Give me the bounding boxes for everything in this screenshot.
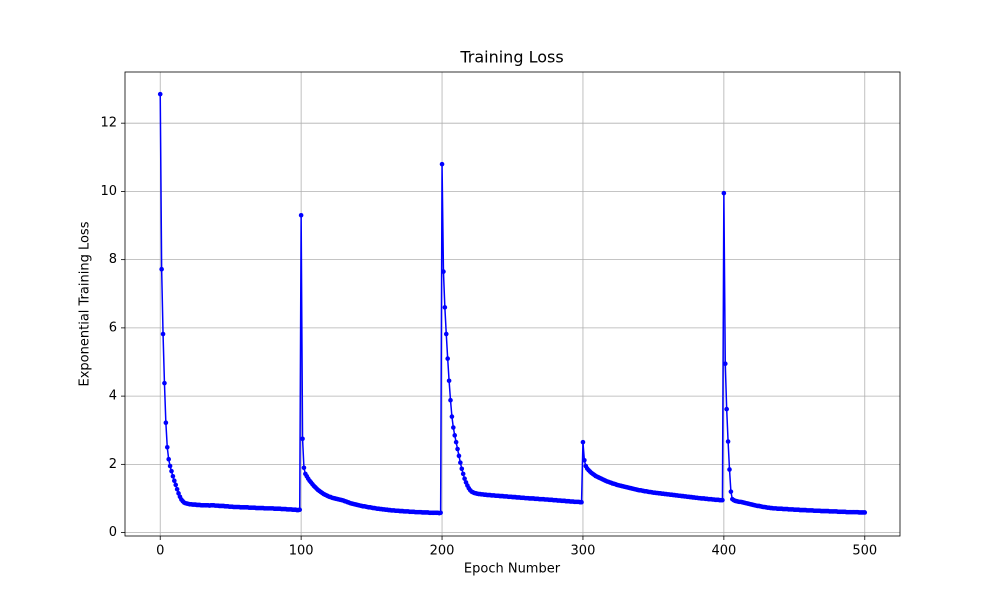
point	[160, 331, 166, 337]
point	[725, 439, 731, 444]
plot-frame	[124, 71, 901, 537]
point	[720, 497, 725, 503]
point	[452, 433, 458, 438]
point	[724, 406, 729, 412]
x-axis-label: Epoch Number	[464, 562, 561, 577]
point	[298, 212, 304, 218]
y-tick-label: 12	[100, 116, 117, 131]
point	[162, 380, 167, 386]
point	[438, 510, 443, 516]
x-tick-label: 100	[289, 544, 314, 559]
point	[170, 473, 176, 479]
point	[451, 425, 456, 430]
y-axis-label: Exponential Training Loss	[78, 221, 93, 386]
point	[448, 397, 453, 403]
point	[582, 457, 587, 463]
point	[166, 456, 171, 462]
loss-line	[159, 94, 865, 514]
point	[163, 420, 169, 426]
x-tick-label: 200	[430, 544, 455, 559]
y-tick-label: 8	[109, 252, 117, 267]
point	[159, 266, 164, 272]
x-tick-label: 0	[156, 544, 164, 559]
point	[174, 486, 180, 492]
y-tick-label: 6	[109, 320, 117, 335]
y-tick-label: 4	[109, 389, 117, 404]
point	[173, 482, 179, 488]
y-tick-label: 10	[100, 184, 117, 199]
point	[459, 466, 465, 472]
point	[580, 439, 586, 445]
point	[728, 489, 734, 494]
chart-title: Training Loss	[459, 48, 563, 67]
point	[722, 361, 728, 367]
point	[449, 414, 455, 419]
y-tick-label: 2	[109, 457, 117, 472]
x-tick-label: 300	[571, 544, 596, 559]
point	[172, 478, 177, 484]
point	[460, 471, 466, 477]
point	[164, 444, 170, 450]
x-tick-label: 400	[711, 544, 736, 559]
point	[458, 460, 463, 465]
point	[445, 356, 450, 361]
point	[446, 378, 452, 384]
point	[297, 507, 303, 513]
point	[453, 439, 459, 445]
y-tick-label: 0	[109, 525, 117, 540]
point	[862, 510, 868, 515]
point	[167, 463, 173, 469]
point	[462, 476, 467, 481]
point	[727, 467, 732, 472]
point	[441, 269, 446, 274]
x-tick-label: 500	[852, 544, 877, 559]
point	[300, 436, 305, 442]
point	[456, 453, 462, 459]
point	[439, 161, 445, 167]
point	[579, 499, 584, 505]
point	[455, 446, 460, 452]
point	[721, 190, 727, 196]
point	[169, 468, 174, 474]
point	[443, 331, 449, 337]
point	[157, 91, 163, 97]
point	[301, 465, 307, 471]
point	[442, 305, 448, 310]
